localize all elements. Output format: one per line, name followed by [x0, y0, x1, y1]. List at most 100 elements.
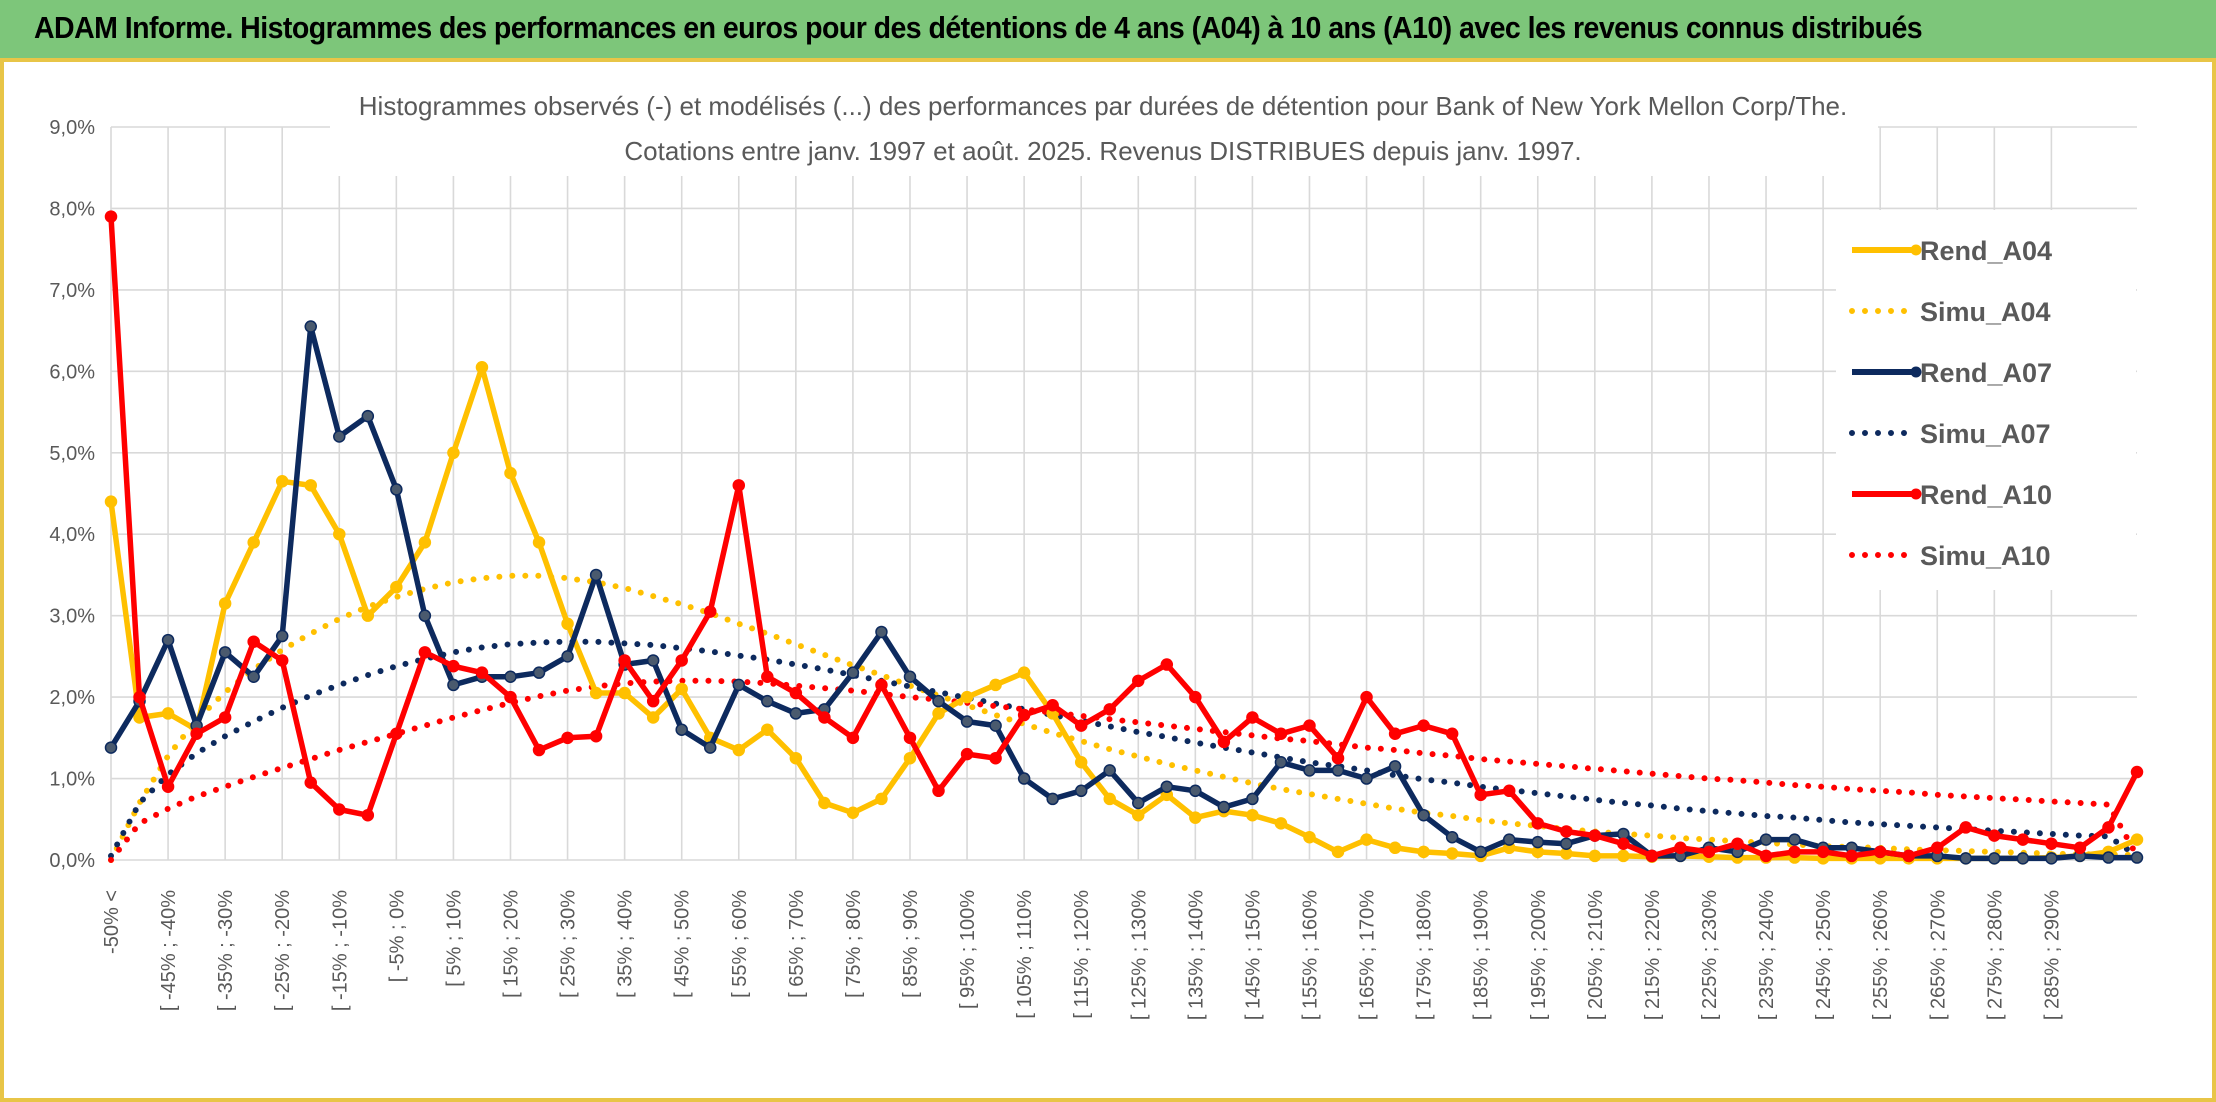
data-point-Rend_A04	[390, 580, 403, 594]
data-point-Rend_A07	[2130, 851, 2144, 864]
data-point-Rend_A07	[1788, 833, 1801, 846]
data-point-Rend_A07	[361, 409, 375, 423]
data-point-Rend_A07	[1217, 800, 1231, 814]
data-point-Rend_A10	[1502, 784, 1516, 798]
data-point-Rend_A04	[447, 446, 460, 460]
data-point-Rend_A07	[247, 670, 260, 683]
data-point-Rend_A07	[1017, 772, 1031, 785]
data-point-Rend_A07	[1417, 808, 1430, 822]
x-tick-label: [ -35% ; -30%	[215, 890, 237, 1011]
y-tick-label: 1,0%	[49, 769, 95, 791]
data-point-Rend_A04	[1445, 847, 1459, 860]
data-point-Rend_A04	[275, 475, 289, 488]
data-point-Rend_A10	[1360, 690, 1373, 704]
x-tick-label: [ -25% ; -20%	[272, 890, 294, 1011]
legend-label: Rend_A04	[1920, 236, 2052, 266]
data-point-Rend_A07	[1246, 792, 1259, 806]
data-point-Rend_A10	[1845, 849, 1858, 863]
data-point-Rend_A07	[989, 719, 1002, 732]
data-point-Rend_A04	[1074, 756, 1088, 769]
x-tick-label: [ 135% ; 140%	[1185, 890, 1207, 1020]
data-point-Rend_A10	[333, 803, 346, 816]
data-point-Rend_A10	[1474, 788, 1487, 802]
data-point-Rend_A07	[1560, 837, 1573, 850]
data-point-Rend_A10	[646, 694, 660, 708]
data-point-Rend_A04	[1189, 811, 1202, 824]
data-point-Rend_A10	[504, 690, 517, 704]
data-point-Rend_A10	[1645, 849, 1659, 863]
series-line-Simu_A10	[108, 677, 2140, 863]
data-point-Rend_A10	[989, 751, 1002, 765]
data-point-Rend_A04	[1331, 845, 1345, 859]
data-point-Rend_A10	[1702, 845, 1716, 859]
data-point-Rend_A10	[418, 646, 432, 659]
series-line-Rend_A10	[108, 216, 2140, 859]
x-tick-label: [ -15% ; -10%	[329, 890, 351, 1011]
data-point-Rend_A10	[1103, 703, 1116, 716]
data-point-Rend_A07	[1274, 756, 1288, 769]
x-tick-label: [ 85% ; 90%	[900, 890, 922, 998]
data-point-Rend_A07	[732, 678, 746, 692]
y-tick-label: 2,0%	[49, 687, 95, 709]
data-point-Rend_A10	[1759, 849, 1773, 863]
data-point-Rend_A10	[875, 678, 888, 692]
data-point-Rend_A07	[589, 568, 603, 582]
data-point-Rend_A07	[646, 654, 660, 667]
x-tick-label: [ 245% ; 250%	[1813, 890, 1835, 1020]
data-point-Rend_A04	[247, 536, 260, 549]
chart-title-line2: Cotations entre janv. 1997 et août. 2025…	[624, 136, 1581, 166]
x-tick-label: [ 275% ; 280%	[1984, 890, 2006, 1020]
data-point-Rend_A07	[390, 483, 403, 496]
data-point-Rend_A10	[1388, 727, 1402, 741]
data-point-Rend_A07	[218, 646, 232, 659]
data-point-Rend_A10	[304, 776, 317, 789]
data-point-Rend_A10	[1246, 711, 1259, 724]
data-point-Rend_A04	[732, 743, 746, 757]
x-tick-label: [ 75% ; 80%	[843, 890, 865, 998]
data-point-Rend_A07	[1303, 764, 1316, 777]
y-tick-label: 4,0%	[49, 524, 95, 546]
x-tick-label: [ 265% ; 270%	[1927, 890, 1949, 1020]
data-point-Rend_A07	[2045, 852, 2058, 865]
data-point-Rend_A04	[1017, 666, 1031, 679]
data-point-Rend_A04	[1617, 849, 1630, 863]
data-point-Rend_A10	[1902, 849, 1915, 863]
data-point-Rend_A07	[960, 715, 974, 728]
data-point-Rend_A10	[1274, 727, 1288, 741]
data-point-Rend_A10	[818, 711, 831, 724]
legend-label: Rend_A10	[1920, 480, 2052, 510]
data-point-Rend_A04	[1388, 841, 1402, 855]
data-point-Rend_A10	[1560, 825, 1573, 838]
data-point-Rend_A10	[561, 731, 574, 745]
data-point-Rend_A10	[1816, 845, 1830, 859]
data-point-Rend_A04	[818, 796, 831, 810]
data-point-Rend_A04	[218, 597, 232, 610]
data-point-Rend_A10	[1331, 751, 1345, 765]
x-tick-label: [ 175% ; 180%	[1414, 890, 1436, 1020]
data-point-Rend_A04	[361, 609, 375, 622]
y-tick-label: 8,0%	[49, 198, 95, 220]
data-point-Rend_A04	[1103, 792, 1116, 806]
data-point-Rend_A04	[789, 751, 803, 765]
x-tick-label: [ 15% ; 20%	[500, 890, 522, 998]
data-point-Rend_A07	[789, 707, 803, 720]
data-point-Rend_A04	[532, 536, 546, 549]
data-point-Rend_A10	[846, 731, 860, 745]
legend-label: Simu_A10	[1920, 541, 2051, 571]
x-tick-label: [ 215% ; 220%	[1642, 890, 1664, 1020]
data-point-Rend_A07	[675, 723, 688, 736]
x-tick-label: [ 235% ; 240%	[1756, 890, 1778, 1020]
data-point-Rend_A10	[161, 780, 175, 793]
data-point-Rend_A10	[133, 690, 146, 704]
data-point-Rend_A07	[1360, 772, 1373, 785]
data-point-Rend_A10	[1189, 690, 1202, 704]
x-tick-label: [ 35% ; 40%	[615, 890, 637, 998]
x-tick-label: [ 145% ; 150%	[1242, 890, 1264, 1020]
chart-frame	[0, 62, 2216, 1102]
data-point-Rend_A07	[1160, 780, 1174, 793]
data-point-Rend_A04	[1303, 830, 1316, 844]
data-point-Rend_A10	[390, 727, 403, 741]
data-point-Rend_A07	[1331, 764, 1345, 777]
x-tick-label: [ 285% ; 290%	[2041, 890, 2063, 1020]
